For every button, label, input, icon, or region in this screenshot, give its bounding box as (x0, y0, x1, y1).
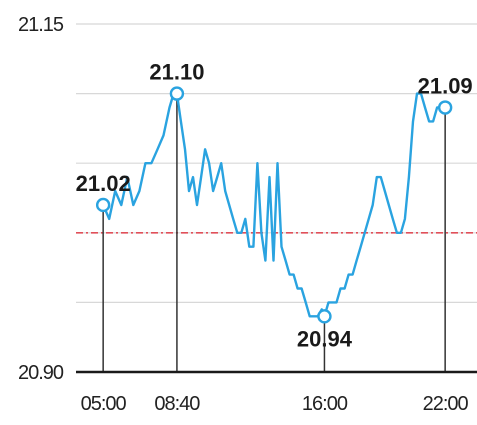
annotation-label: 21.10 (149, 60, 204, 85)
annotation-marker (437, 100, 453, 115)
annotation-label: 20.94 (297, 326, 353, 351)
annotation-marker (95, 197, 111, 213)
annotation-marker (169, 86, 185, 101)
annotation-label: 21.02 (76, 171, 131, 196)
price-series-line (102, 92, 446, 318)
annotation-marker (317, 309, 332, 324)
x-tick-label: 22:00 (423, 393, 469, 415)
x-tick-label: 16:00 (302, 393, 348, 415)
x-tick-label: 05:00 (81, 393, 127, 415)
y-tick-label: 21.15 (18, 14, 64, 36)
annotation-label: 21.09 (418, 74, 473, 99)
x-tick-label: 08:40 (154, 393, 200, 415)
y-tick-label: 20.90 (18, 362, 64, 384)
